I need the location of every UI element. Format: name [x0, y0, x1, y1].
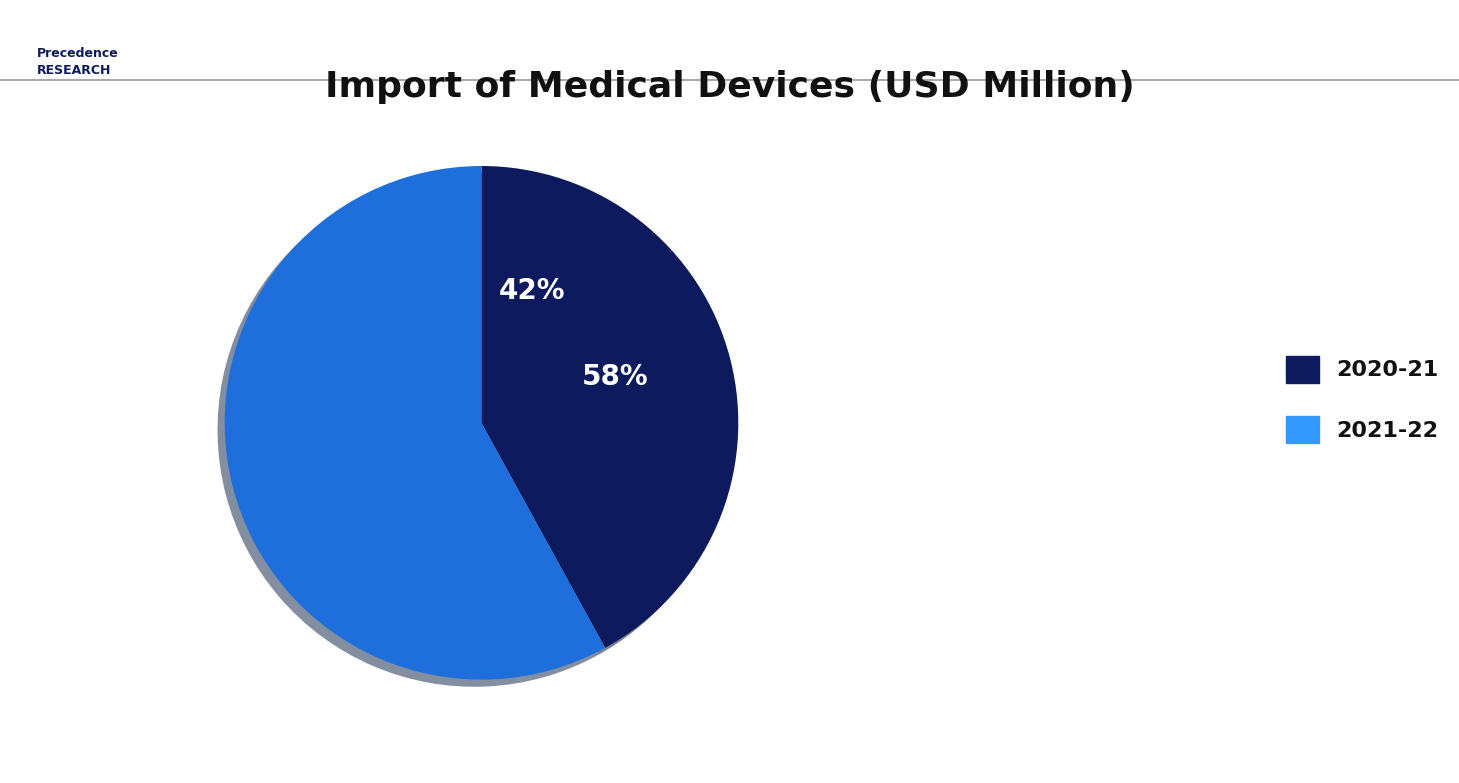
Legend: 2020-21, 2021-22: 2020-21, 2021-22	[1277, 347, 1447, 452]
Wedge shape	[225, 166, 605, 680]
Wedge shape	[481, 166, 738, 648]
Text: 58%: 58%	[582, 363, 648, 391]
Text: 42%: 42%	[499, 277, 565, 305]
Text: Import of Medical Devices (USD Million): Import of Medical Devices (USD Million)	[324, 70, 1135, 104]
Text: Precedence
RESEARCH: Precedence RESEARCH	[36, 47, 118, 77]
